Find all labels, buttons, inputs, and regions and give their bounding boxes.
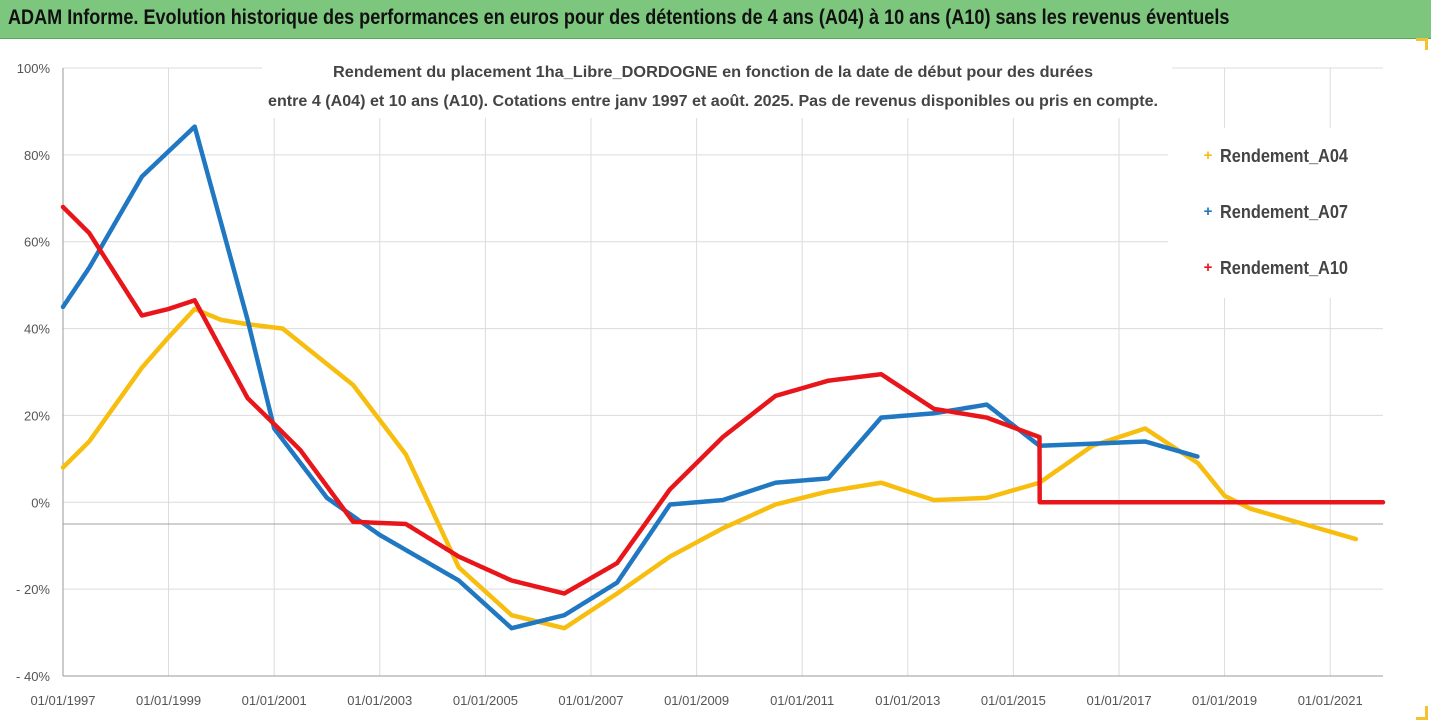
- frame-corner-top-right-v: [1425, 38, 1428, 50]
- frame-corner-top-right: [1416, 38, 1428, 41]
- legend-marker-icon: +: [1204, 259, 1213, 276]
- chart-title-line2: entre 4 (A04) et 10 ans (A10). Cotations…: [268, 93, 1158, 110]
- y-tick-label: - 20%: [16, 582, 50, 597]
- performance-line-chart: 100% 80% 60% 40% 20% 0% - 20% - 40% 01/01/1997 01…: [16, 54, 1408, 708]
- legend: + Rendement_A04 + Rendement_A07 + Rendement_A…: [1204, 146, 1348, 278]
- banner-title: ADAM Informe. Evolution historique des p…: [8, 6, 1230, 29]
- y-tick-label: 20%: [24, 408, 50, 423]
- y-tick-label: 40%: [24, 322, 50, 337]
- frame-corner-bottom-right: [1416, 717, 1428, 720]
- series-line-Rendement_A04: [60, 306, 1359, 631]
- legend-marker-icon: +: [1204, 147, 1213, 164]
- legend-label: Rendement_A04: [1220, 146, 1348, 166]
- x-tick-label: 01/01/2011: [770, 693, 834, 708]
- series-layer: [60, 124, 1386, 631]
- series-line-Rendement_A07: [60, 124, 1201, 631]
- y-tick-label: 0%: [31, 495, 50, 510]
- x-tick-label: 01/01/1997: [30, 693, 95, 708]
- x-tick-label: 01/01/2007: [558, 693, 623, 708]
- y-tick-label: - 40%: [16, 669, 50, 684]
- chart-title-line1: Rendement du placement 1ha_Libre_DORDOGN…: [333, 64, 1093, 81]
- y-tick-label: 60%: [24, 235, 50, 250]
- series-line-Rendement_A10: [60, 204, 1386, 596]
- y-tick-label: 80%: [24, 148, 50, 163]
- legend-label: Rendement_A07: [1220, 202, 1348, 222]
- x-tick-label: 01/01/2009: [664, 693, 729, 708]
- x-tick-label: 01/01/2019: [1192, 693, 1257, 708]
- x-tick-label: 01/01/2001: [242, 693, 307, 708]
- x-tick-label: 01/01/2021: [1298, 693, 1363, 708]
- x-tick-label: 01/01/1999: [136, 693, 201, 708]
- frame-corner-bottom-right-v: [1425, 706, 1428, 718]
- legend-marker-icon: +: [1204, 203, 1213, 220]
- x-tick-label: 01/01/2017: [1086, 693, 1151, 708]
- x-tick-label: 01/01/2005: [453, 693, 518, 708]
- chart-container: 100% 80% 60% 40% 20% 0% - 20% - 40% 01/01/1997 01…: [0, 38, 1431, 721]
- legend-background: [1168, 128, 1408, 298]
- legend-label: Rendement_A10: [1220, 258, 1348, 278]
- x-tick-label: 01/01/2013: [875, 693, 940, 708]
- title-background: [262, 54, 1172, 118]
- y-tick-label: 100%: [17, 61, 51, 76]
- x-tick-label: 01/01/2003: [347, 693, 412, 708]
- axis-layer: 100% 80% 60% 40% 20% 0% - 20% - 40% 01/01/1997 01…: [16, 61, 1383, 708]
- report-banner: ADAM Informe. Evolution historique des p…: [0, 0, 1431, 39]
- x-tick-label: 01/01/2015: [981, 693, 1046, 708]
